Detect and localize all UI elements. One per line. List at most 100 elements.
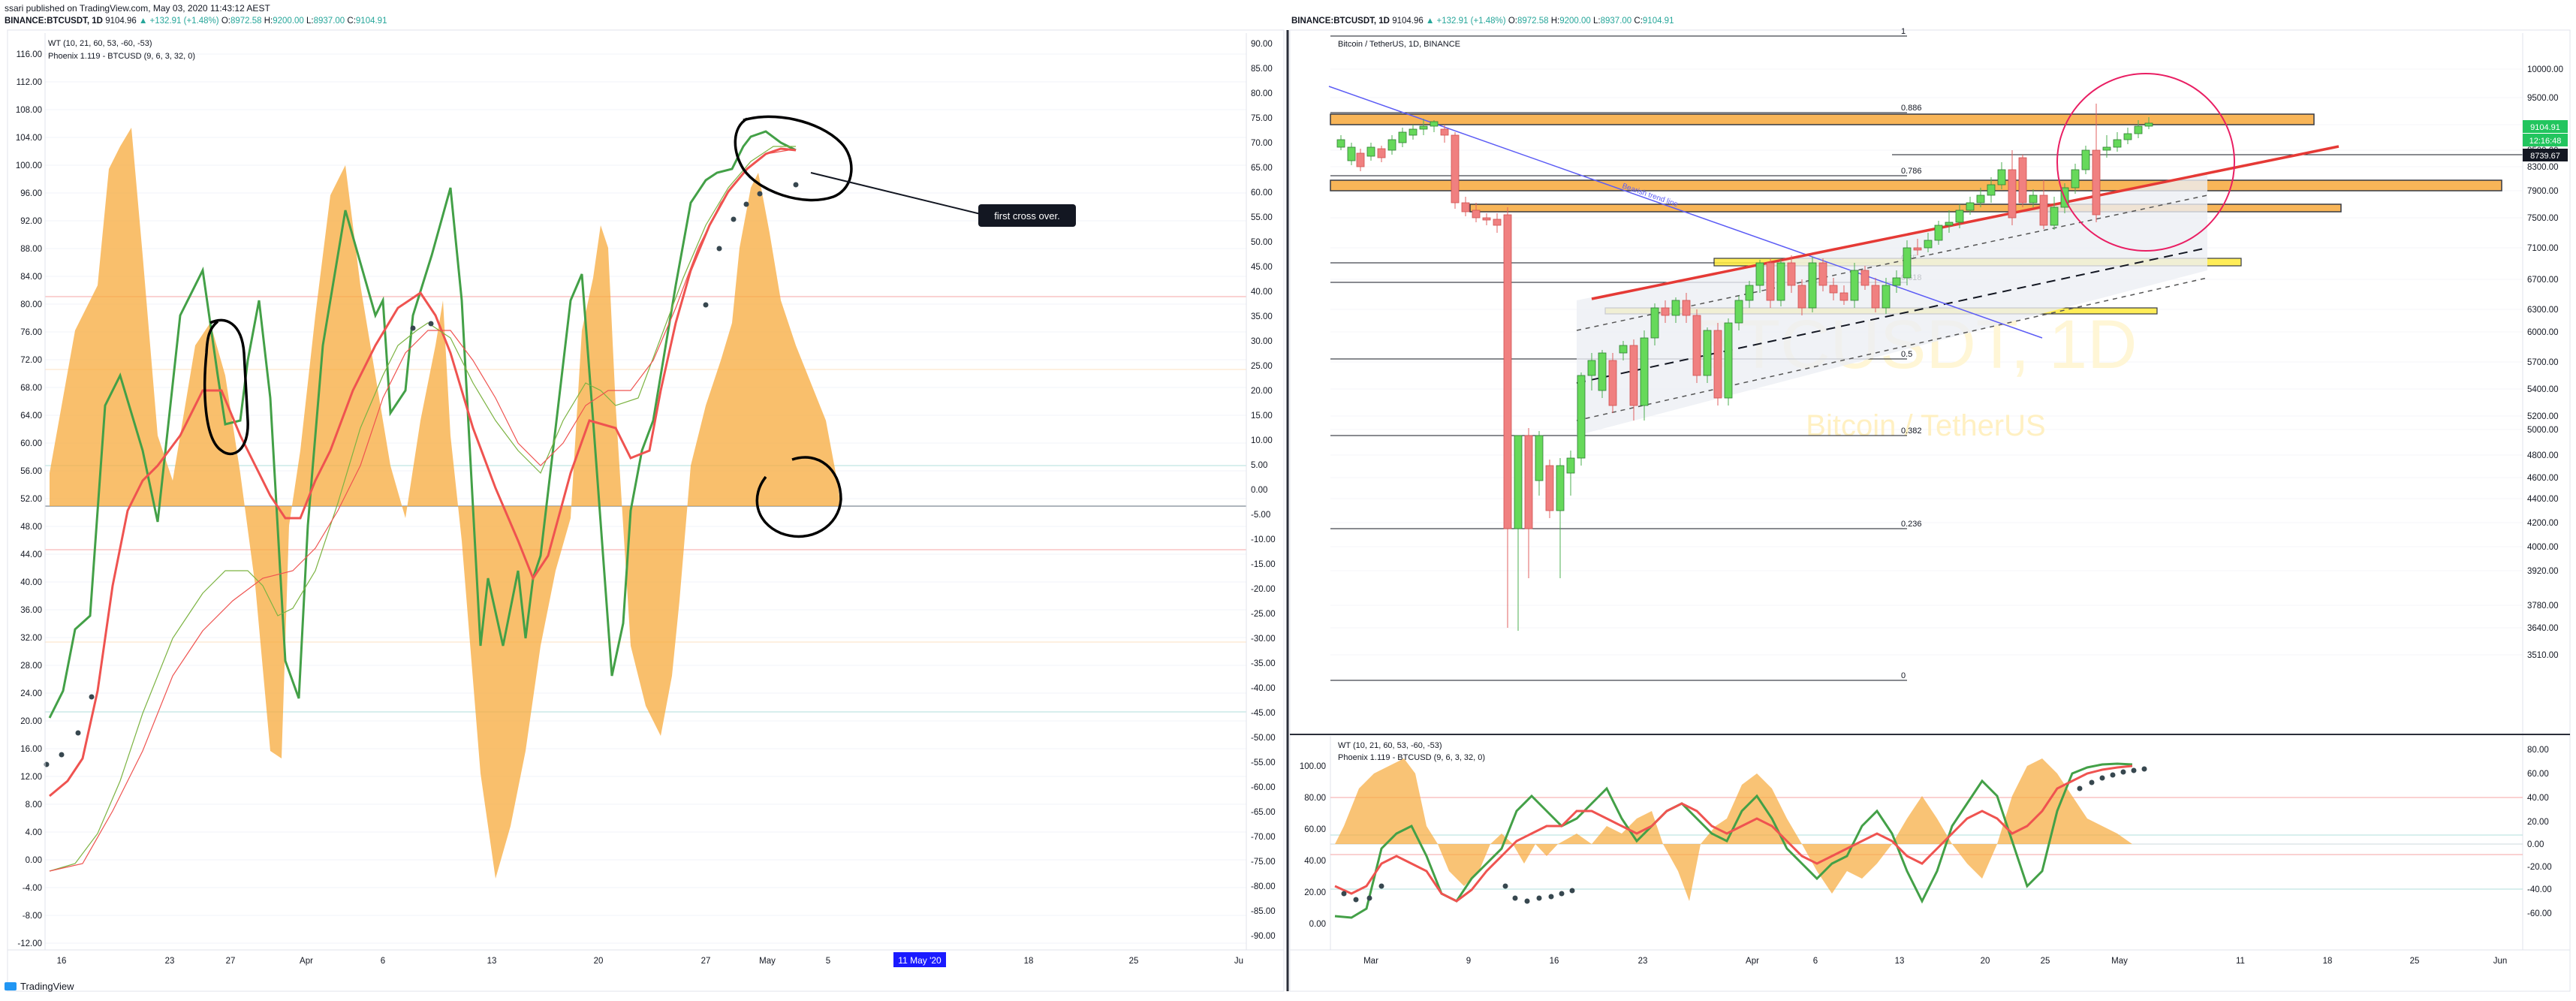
- supply-zone: [1330, 113, 2315, 125]
- left-axis-label: 80.00: [20, 300, 42, 309]
- time-label: May: [2111, 957, 2128, 966]
- bearish-trend-line: [1328, 86, 2043, 339]
- left-axis-label: 8.00: [26, 800, 42, 810]
- fib-label: 0.886: [1901, 104, 1922, 113]
- right-axis-label: -15.00: [1251, 560, 1276, 569]
- osc-right-label: 60.00: [2527, 770, 2549, 779]
- price-axis-label: 3640.00: [2527, 624, 2559, 633]
- price-axis-label: 6700.00: [2527, 276, 2559, 285]
- candle-body: [2039, 194, 2048, 226]
- candles[interactable]: [1336, 104, 2153, 631]
- time-marker[interactable]: [893, 952, 946, 967]
- candle-body: [1608, 360, 1617, 406]
- left-axis-label: 72.00: [20, 356, 42, 365]
- price-change: ▲ +132.91 (+1.48%): [138, 17, 219, 26]
- last-price-tag: [2523, 120, 2568, 133]
- fib-label: 0: [1901, 671, 1906, 680]
- candle-body: [2050, 207, 2059, 226]
- candle-body: [1650, 307, 1659, 339]
- left-axis-label: 60.00: [20, 439, 42, 448]
- brand-label: TradingView: [20, 981, 74, 992]
- left-axis-label: 12.00: [20, 773, 42, 782]
- candle-body: [1776, 262, 1785, 301]
- candle-body: [1860, 270, 1869, 286]
- open-value: 8972.58: [230, 17, 262, 26]
- price-axis-label: 5000.00: [2527, 426, 2559, 435]
- osc-dot: [1378, 883, 1384, 889]
- time-label: 27: [701, 957, 711, 966]
- candle-body: [1903, 247, 1912, 279]
- right-axis-label: 90.00: [1251, 40, 1273, 49]
- candle-body: [1987, 184, 1996, 196]
- candle-body: [1409, 128, 1418, 136]
- right-axis-label: 60.00: [1251, 188, 1273, 197]
- left-axis-label: 100.00: [16, 161, 42, 170]
- annotation-circle-2: [734, 115, 853, 202]
- right-axis-label: -50.00: [1251, 734, 1276, 743]
- low-label: L:: [1593, 17, 1601, 26]
- annotation-circle-1: [203, 318, 249, 456]
- candle-body: [1566, 457, 1575, 474]
- candle-body: [1755, 262, 1764, 286]
- price-axis-label: 4800.00: [2527, 451, 2559, 460]
- right-axis-label: 65.00: [1251, 164, 1273, 173]
- candle-body: [1808, 262, 1817, 309]
- candle-body: [1377, 148, 1386, 158]
- price-axis-label: 5400.00: [2527, 385, 2559, 394]
- red-trend-line: [1591, 145, 2339, 300]
- candle-body: [1924, 240, 1933, 249]
- candle-body: [1524, 435, 1533, 529]
- candle-body: [1587, 360, 1596, 376]
- osc-right-label: 80.00: [2527, 746, 2549, 755]
- candle-body: [1671, 300, 1680, 316]
- osc-dot: [1548, 894, 1554, 900]
- osc-legend-wt: WT (10, 21, 60, 53, -60, -53): [1338, 741, 1442, 750]
- candle-body: [2018, 157, 2027, 204]
- candle-body: [1503, 214, 1512, 529]
- tradingview-icon: [5, 982, 17, 990]
- price-axis-label: 4400.00: [2527, 495, 2559, 504]
- candle-body: [2113, 139, 2122, 148]
- right-axis-label: 55.00: [1251, 213, 1273, 222]
- countdown-tag: [2523, 134, 2568, 146]
- left-axis-label: 48.00: [20, 523, 42, 532]
- right-axis-label: 40.00: [1251, 288, 1273, 297]
- channel-area: [1577, 173, 2207, 436]
- time-label: 13: [1895, 957, 1905, 966]
- last-price-tag-text: 9104.91: [2530, 123, 2560, 132]
- dot: [703, 302, 709, 308]
- time-label: 25: [2410, 957, 2420, 966]
- osc-wt-lines: [1334, 762, 2133, 919]
- fib-label: 0.236: [1901, 520, 1922, 529]
- right-axis-label: 45.00: [1251, 263, 1273, 272]
- right-time-axis: Mar 9 16 23 Apr 6 13 20 25 May 11 18 25 Jun: [1290, 949, 2570, 966]
- time-label: 6: [381, 957, 385, 966]
- open-label: O:: [221, 17, 230, 26]
- candle-body: [2071, 169, 2080, 188]
- osc-dot: [2089, 779, 2095, 785]
- annotation-callout: [978, 204, 1076, 227]
- tradingview-logo[interactable]: TradingView: [5, 981, 74, 992]
- low-value: 8937.00: [313, 17, 345, 26]
- candle-body: [1629, 345, 1638, 406]
- dot: [410, 325, 416, 331]
- time-label: 16: [57, 957, 67, 966]
- candle-body: [1713, 330, 1722, 399]
- left-axis-label: 104.00: [16, 134, 42, 143]
- right-axis-label: 30.00: [1251, 337, 1273, 346]
- right-axis-label: -70.00: [1251, 833, 1276, 842]
- time-label: 5: [826, 957, 830, 966]
- last-price: 9104.96: [1392, 17, 1424, 26]
- candle-body: [1913, 247, 1922, 251]
- osc-dot: [1512, 895, 1518, 901]
- right-axis-label: -45.00: [1251, 709, 1276, 718]
- price-axis-label: 3920.00: [2527, 567, 2559, 576]
- osc-right-label: -60.00: [2527, 909, 2552, 918]
- candle-body: [1640, 337, 1649, 406]
- osc-dot: [1366, 895, 1372, 901]
- price-axis-label: 4000.00: [2527, 543, 2559, 552]
- low-value: 8937.00: [1600, 17, 1632, 26]
- right-pane-title: Bitcoin / TetherUS, 1D, BINANCE: [1338, 40, 1460, 49]
- osc-wt1-line: [1334, 762, 2133, 919]
